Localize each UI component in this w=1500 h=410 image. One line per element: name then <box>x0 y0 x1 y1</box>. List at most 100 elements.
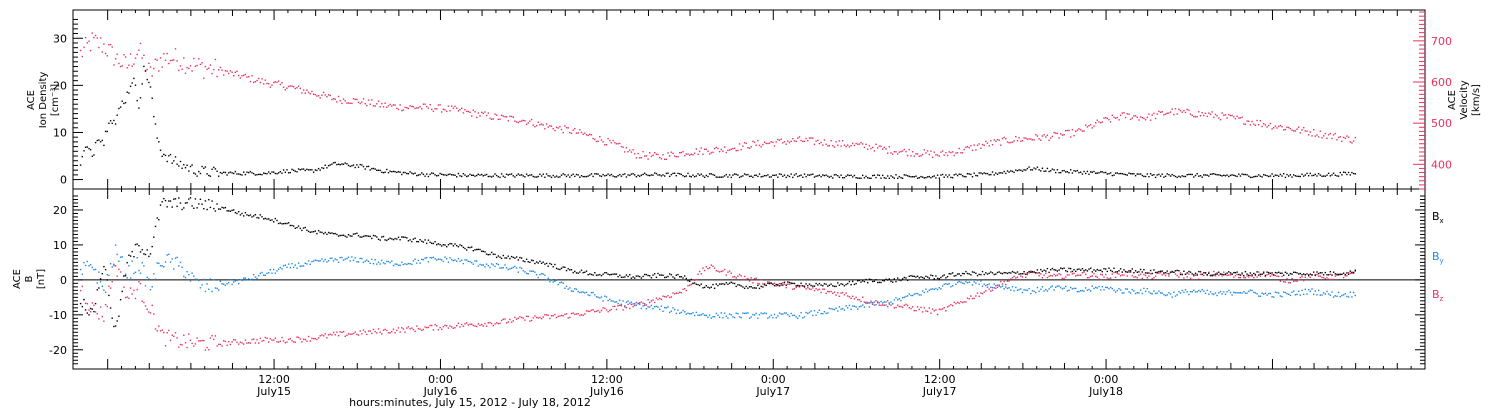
density-point <box>241 174 243 176</box>
bz-point <box>1258 271 1260 273</box>
density-point <box>1278 175 1280 177</box>
bx-point <box>502 254 504 257</box>
by-point <box>1013 290 1015 292</box>
by-point <box>808 311 811 314</box>
by-point <box>888 303 890 305</box>
velocity-point <box>1231 114 1233 117</box>
bx-point <box>139 251 142 253</box>
by-point <box>1284 291 1287 294</box>
density-point <box>840 174 842 176</box>
velocity-point <box>1291 129 1293 131</box>
bx-point <box>1321 272 1323 274</box>
by-point <box>517 271 519 273</box>
by-point <box>901 297 904 299</box>
density-point <box>1021 170 1024 172</box>
bz-point <box>903 304 905 306</box>
bx-point <box>183 207 185 209</box>
velocity-point <box>825 143 827 145</box>
bx-point <box>482 250 484 253</box>
density-point <box>730 176 732 179</box>
bx-point <box>693 282 696 284</box>
density-point <box>336 163 338 166</box>
bz-point <box>129 287 132 289</box>
density-point <box>213 166 215 169</box>
legend-bx-name: B <box>1432 210 1440 223</box>
bz-point <box>198 340 200 342</box>
bx-point <box>878 281 881 284</box>
by-point <box>763 312 766 314</box>
bx-point <box>1211 274 1213 276</box>
bz-point <box>461 323 463 326</box>
bz-point <box>214 335 217 337</box>
bx-point <box>342 234 345 236</box>
bx-point <box>269 219 271 222</box>
by-point <box>689 313 691 315</box>
by-point <box>620 303 623 305</box>
by-point <box>126 277 128 279</box>
bz-point <box>281 336 283 339</box>
bz-point <box>926 310 929 313</box>
bz-point <box>1244 277 1247 279</box>
velocity-point <box>341 102 343 105</box>
bz-point <box>1299 276 1301 279</box>
density-point <box>597 173 599 175</box>
bx-point <box>843 285 846 287</box>
bx-point <box>892 281 894 283</box>
density-point <box>669 175 671 178</box>
bx-point <box>461 245 463 247</box>
velocity-point <box>860 141 862 144</box>
bz-point <box>562 315 564 317</box>
by-point <box>1283 291 1285 293</box>
bz-point <box>158 325 160 327</box>
by-point <box>1026 289 1029 292</box>
bx-point <box>1284 271 1287 273</box>
bx-point <box>88 314 90 316</box>
bx-point <box>802 285 804 287</box>
velocity-point <box>858 143 861 145</box>
velocity-point <box>747 147 749 149</box>
density-point <box>304 169 306 172</box>
bx-point <box>585 270 588 272</box>
velocity-point <box>735 149 737 152</box>
density-point <box>1164 175 1167 177</box>
velocity-point <box>309 93 311 95</box>
bz-point <box>574 313 576 315</box>
bx-point <box>216 203 218 205</box>
bx-point <box>1163 272 1165 274</box>
bx-point <box>640 277 643 279</box>
bz-point <box>1063 277 1065 280</box>
velocity-point <box>181 68 183 70</box>
velocity-point <box>306 89 308 91</box>
bz-point <box>1010 278 1012 280</box>
bx-point <box>131 250 133 253</box>
bz-point <box>424 326 426 328</box>
velocity-point <box>677 156 679 158</box>
bz-point <box>302 338 305 340</box>
bz-point <box>1016 276 1019 278</box>
bx-point <box>867 281 869 284</box>
density-point <box>1322 175 1325 177</box>
bz-point <box>1176 274 1178 277</box>
bz-point <box>565 313 568 315</box>
density-point <box>763 174 766 177</box>
b-y-tick-label: -20 <box>49 344 67 357</box>
by-point <box>1181 289 1183 292</box>
velocity-point <box>198 58 200 60</box>
density-point <box>1023 169 1025 171</box>
by-point <box>1206 289 1208 292</box>
velocity-point <box>254 81 257 83</box>
by-point <box>1080 290 1082 292</box>
by-point <box>1226 291 1228 293</box>
bx-point <box>1068 267 1070 270</box>
velocity-point <box>139 42 142 45</box>
velocity-point <box>818 142 821 145</box>
bx-point <box>817 284 819 286</box>
velocity-point <box>1184 111 1187 114</box>
velocity-point <box>1123 112 1125 114</box>
velocity-point <box>642 150 644 153</box>
velocity-point <box>183 57 185 59</box>
velocity-point <box>312 93 315 95</box>
by-point <box>1109 286 1112 289</box>
bx-point <box>159 204 162 206</box>
bz-point <box>983 291 985 293</box>
